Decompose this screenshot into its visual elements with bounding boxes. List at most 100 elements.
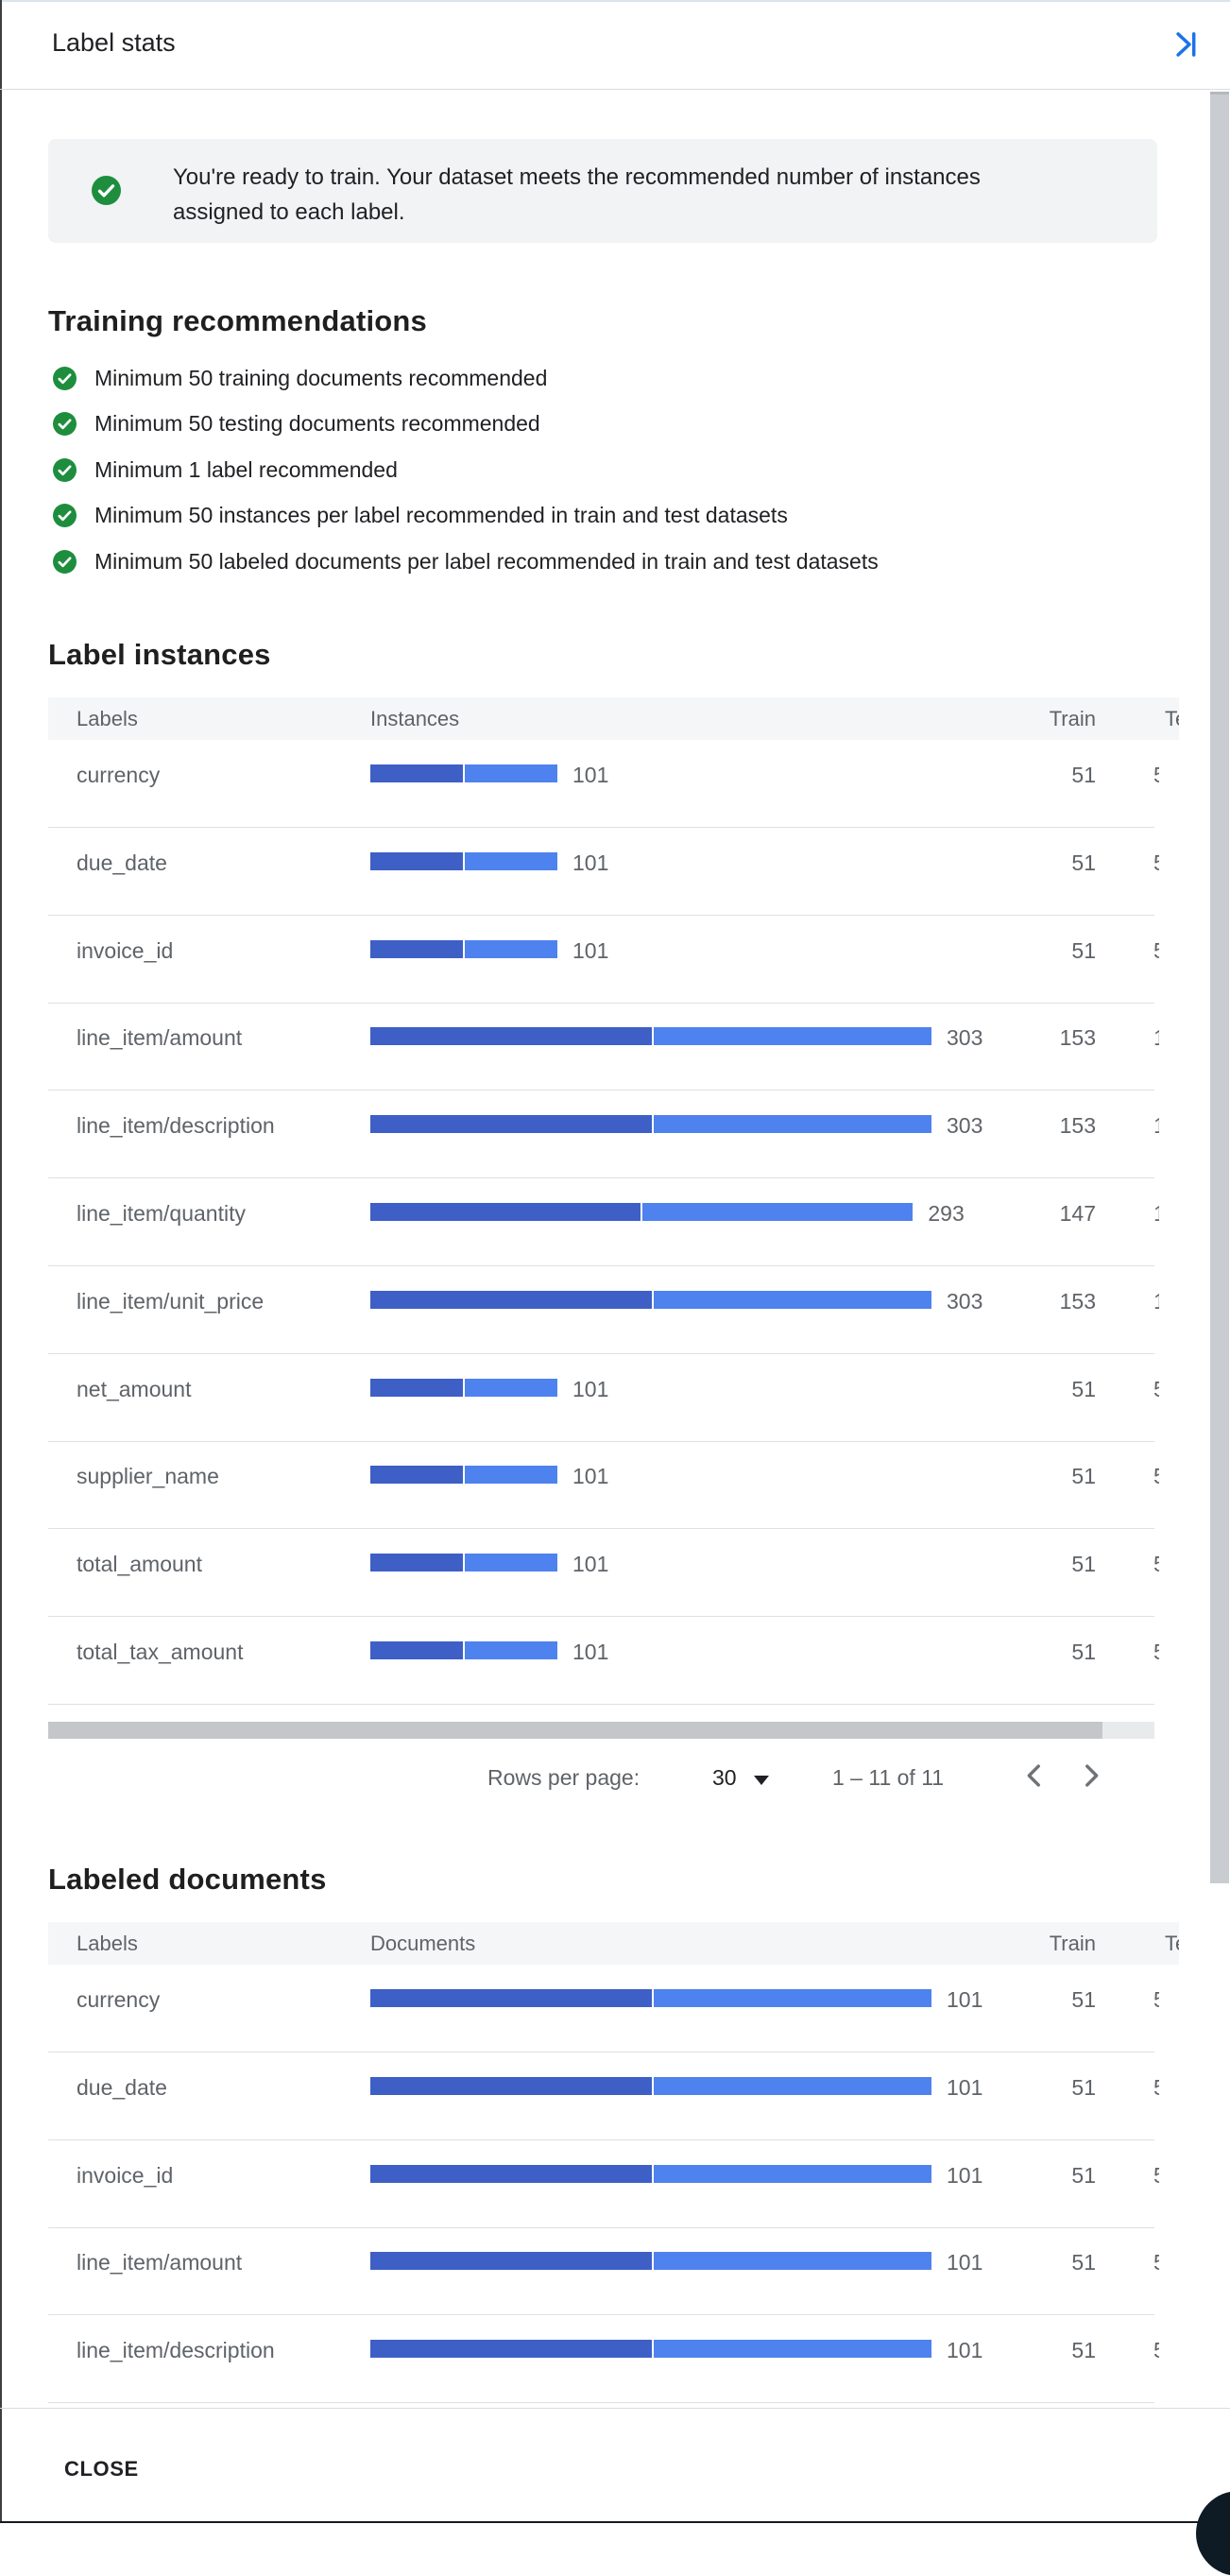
column-header-test: Test <box>1165 707 1179 730</box>
row-label: line_item/unit_price <box>77 1288 265 1314</box>
row-total-value: 303 <box>947 1113 983 1139</box>
row-test-value: 50 <box>1153 2338 1159 2363</box>
vertical-scrollbar-thumb[interactable] <box>1210 92 1229 1883</box>
row-label: supplier_name <box>77 1464 219 1489</box>
instances-bar <box>370 1466 557 1485</box>
table-row: line_item/unit_price 303 153 150 <box>48 1266 1159 1354</box>
column-header-train: Train <box>1049 1932 1096 1955</box>
close-button[interactable]: CLOSE <box>49 2449 154 2489</box>
column-header-labels: Labels <box>77 1932 138 1955</box>
row-test-value: 50 <box>1153 763 1159 788</box>
row-total-value: 101 <box>572 1640 609 1664</box>
row-total-value: 101 <box>572 1552 609 1577</box>
column-header-test: Test <box>1165 1932 1179 1955</box>
row-total-value: 101 <box>572 850 609 875</box>
row-divider <box>48 914 1154 916</box>
chevron-left-icon <box>1018 1764 1051 1795</box>
bar-test-segment <box>464 851 557 870</box>
ready-to-train-banner: You're ready to train. Your dataset meet… <box>48 139 1157 243</box>
row-test-value: 50 <box>1153 1377 1159 1402</box>
chevron-right-icon <box>1075 1764 1107 1795</box>
row-train-value: 51 <box>1071 850 1096 875</box>
recommendation-text: Minimum 1 label recommended <box>94 456 398 482</box>
pagination-range: 1 – 11 of 11 <box>832 1765 945 1790</box>
row-test-value: 50 <box>1153 1552 1159 1577</box>
row-total-value: 101 <box>572 1376 609 1401</box>
check-icon <box>53 549 77 574</box>
bar-test-segment <box>464 1554 557 1572</box>
row-train-value: 51 <box>1071 763 1096 787</box>
row-train-value: 51 <box>1071 2250 1096 2275</box>
column-header-train: Train <box>1049 707 1096 730</box>
header-divider <box>0 89 1230 90</box>
horizontal-scrollbar-thumb[interactable] <box>48 1722 1102 1739</box>
recommendation-text: Minimum 50 training documents recommende… <box>94 365 548 390</box>
check-icon <box>53 412 77 437</box>
recommendation-item: Minimum 50 training documents recommende… <box>48 355 1144 402</box>
table-row: total_tax_amount 101 51 50 <box>48 1617 1159 1705</box>
bar-train-segment <box>370 1989 654 2007</box>
row-test-value: 50 <box>1153 2163 1159 2189</box>
dropdown-caret-icon[interactable] <box>754 1776 769 1785</box>
row-total-value: 101 <box>572 1464 609 1489</box>
table-row: invoice_id 101 51 50 <box>48 916 1159 1004</box>
row-test-value: 50 <box>1153 850 1159 876</box>
row-divider <box>48 2138 1154 2140</box>
instances-bar <box>370 1989 931 2007</box>
table-row: line_item/description 303 153 150 <box>48 1091 1159 1179</box>
bar-test-segment <box>653 1290 931 1309</box>
instances-bar <box>370 1203 914 1221</box>
row-total-value: 101 <box>947 2074 983 2100</box>
help-fab-partial[interactable] <box>1196 2491 1230 2576</box>
row-label: line_item/amount <box>77 2250 243 2275</box>
row-label: net_amount <box>77 1376 192 1401</box>
bar-train-segment <box>370 2252 654 2271</box>
table-row: line_item/amount 303 153 150 <box>48 1003 1159 1091</box>
bar-train-segment <box>370 1554 465 1572</box>
row-test-value: 50 <box>1153 2250 1159 2275</box>
success-check-icon <box>92 176 121 205</box>
recommendation-item: Minimum 50 labeled documents per label r… <box>48 539 1144 585</box>
instances-bar <box>370 2164 931 2183</box>
row-divider <box>48 2226 1154 2228</box>
row-train-value: 51 <box>1071 2338 1096 2363</box>
row-label: total_amount <box>77 1552 202 1577</box>
instances-bar <box>370 1378 557 1397</box>
bar-train-segment <box>370 1378 465 1397</box>
row-total-value: 303 <box>947 1025 983 1051</box>
row-test-value: 146 <box>1153 1201 1159 1227</box>
check-icon <box>53 504 77 528</box>
next-page-button[interactable] <box>1075 1760 1107 1792</box>
bar-train-segment <box>370 2164 654 2183</box>
row-total-value: 303 <box>947 1288 983 1314</box>
row-train-value: 51 <box>1071 1552 1096 1577</box>
table-row: currency 101 51 50 <box>48 1965 1159 2052</box>
training-recommendations-heading: Training recommendations <box>48 304 427 337</box>
row-train-value: 153 <box>1059 1113 1096 1139</box>
bar-train-segment <box>370 1641 465 1659</box>
horizontal-scrollbar-track[interactable] <box>48 1722 1154 1739</box>
table-row: due_date 101 51 50 <box>48 2052 1159 2140</box>
row-total-value: 101 <box>947 2162 983 2188</box>
recommendation-text: Minimum 50 testing documents recommended <box>94 411 540 437</box>
rows-per-page-select[interactable]: 30 <box>712 1765 737 1790</box>
instances-bar <box>370 851 557 870</box>
collapse-panel-button[interactable] <box>1168 26 1204 62</box>
table-row: total_amount 101 51 50 <box>48 1529 1159 1618</box>
panel-left-edge <box>0 0 2 2523</box>
table-row: due_date 101 51 50 <box>48 828 1159 916</box>
page-title: Label stats <box>52 28 176 57</box>
recommendations-list: Minimum 50 training documents recommende… <box>48 355 1144 585</box>
panel-top-edge <box>0 0 1230 2</box>
check-icon <box>53 366 77 390</box>
instances-bar <box>370 1115 931 1134</box>
row-train-value: 147 <box>1059 1201 1096 1226</box>
column-header-documents: Documents <box>370 1932 476 1955</box>
bar-test-segment <box>464 939 557 958</box>
bar-train-segment <box>370 1290 654 1309</box>
row-label: line_item/description <box>77 2338 275 2363</box>
labeled-documents-table-body: currency1015150due_date1015150invoice_id… <box>48 1965 1159 2413</box>
bar-train-segment <box>370 1027 654 1046</box>
previous-page-button[interactable] <box>1018 1760 1051 1792</box>
row-divider <box>48 1616 1154 1618</box>
